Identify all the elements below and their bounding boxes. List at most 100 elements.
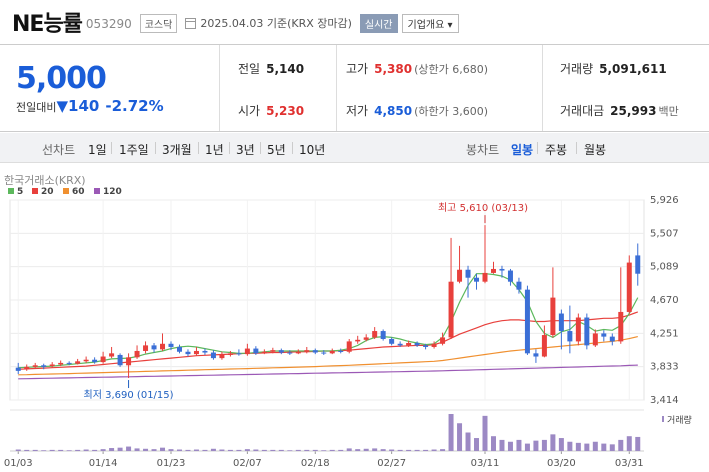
candle <box>253 348 259 354</box>
volume-bar <box>558 438 564 451</box>
volume-bar <box>584 443 590 451</box>
high-annotation: 최고 5,610 (03/13) <box>438 202 528 214</box>
change-percent: -2.72% <box>105 97 164 115</box>
volume-bar <box>134 448 140 451</box>
volume-bar <box>15 449 21 451</box>
candle <box>193 350 199 355</box>
divider <box>576 142 577 154</box>
legend-label: 5 <box>17 187 23 197</box>
volume-bar <box>304 449 310 451</box>
tab-3months[interactable]: 3개월 <box>162 143 192 157</box>
volume-bar <box>440 449 446 451</box>
company-overview-dropdown[interactable]: 기업개요 ▾ <box>401 13 459 33</box>
candle <box>295 351 301 354</box>
candle <box>244 348 250 355</box>
volume-bar <box>193 449 199 451</box>
y-tick-label: 3,414 <box>650 395 679 406</box>
candle <box>626 262 632 312</box>
ma60-line <box>18 336 638 376</box>
chart-tabs: 선차트 1일 1주일 3개월 1년 3년 5년 10년 봉차트 일봉 주봉 월봉 <box>0 133 709 163</box>
legend-swatch <box>8 188 14 194</box>
volume-bar <box>414 449 420 451</box>
volume-bar <box>160 447 166 451</box>
candle <box>75 361 81 364</box>
volume-bar <box>626 436 632 451</box>
volume-bar <box>397 449 403 451</box>
tab-10years[interactable]: 10년 <box>299 143 326 157</box>
candle <box>160 343 166 350</box>
volume-bar <box>465 432 471 451</box>
volume-bar <box>592 441 598 451</box>
candle <box>321 352 327 354</box>
x-tick-label: 02/18 <box>301 458 330 469</box>
volume-bar <box>168 449 174 451</box>
high-price: 고가 5,380 (상한가 6,680) <box>346 62 488 76</box>
tab-1week[interactable]: 1주일 <box>119 143 149 157</box>
volume-bar <box>372 448 378 451</box>
volume-bar <box>227 449 233 451</box>
candle <box>58 362 64 365</box>
volume-bar <box>253 449 259 451</box>
volume-bar <box>355 449 361 451</box>
candle <box>185 351 191 355</box>
candle <box>346 341 352 352</box>
volume-bar <box>176 449 182 451</box>
candle <box>380 331 386 340</box>
tab-3years[interactable]: 3년 <box>236 143 255 157</box>
volume-bar <box>24 449 30 451</box>
price-box: 5,000 전일대비▼140 -2.72% <box>0 45 220 131</box>
low-price: 저가 4,850 (하한가 3,600) <box>346 104 488 118</box>
volume-bar <box>312 449 318 451</box>
stock-name: NE능률 <box>12 12 83 37</box>
tab-monthly[interactable]: 월봉 <box>584 143 607 157</box>
candle <box>601 333 607 337</box>
legend-label: 120 <box>103 187 122 197</box>
realtime-button[interactable]: 실시간 <box>359 13 398 33</box>
price-change: 전일대비▼140 -2.72% <box>16 97 164 115</box>
candle <box>490 268 496 273</box>
candle <box>592 333 598 346</box>
candle <box>176 346 182 352</box>
tab-5years[interactable]: 5년 <box>267 143 286 157</box>
candle <box>109 353 115 357</box>
tab-1day[interactable]: 1일 <box>88 143 107 157</box>
volume-bar <box>109 448 115 451</box>
volume-bar <box>329 449 335 451</box>
tab-weekly[interactable]: 주봉 <box>545 143 568 157</box>
stock-code: 053290 <box>85 17 132 31</box>
volume-bar <box>609 444 615 451</box>
x-tick-label: 01/23 <box>157 458 186 469</box>
tab-daily[interactable]: 일봉 <box>511 143 534 157</box>
candle <box>406 342 412 346</box>
candle <box>457 269 463 282</box>
candle <box>448 281 454 338</box>
candle <box>575 317 581 342</box>
candle <box>550 297 556 336</box>
stock-chart[interactable]: 한국거래소(KRX)5 20 60 120 5,926 5,507 5,089 4,670 4,… <box>0 170 709 472</box>
candle <box>287 352 293 354</box>
volume-bar <box>219 449 225 451</box>
volume-bar <box>601 443 607 451</box>
candle <box>151 345 157 350</box>
volume-bar <box>210 448 216 451</box>
candle <box>516 281 522 290</box>
divider <box>229 142 230 154</box>
volume-bar <box>363 448 369 451</box>
x-tick-label: 01/03 <box>4 458 33 469</box>
candle <box>609 336 615 342</box>
divider <box>292 142 293 154</box>
volume-bar <box>474 438 480 451</box>
volume-bar <box>270 449 276 451</box>
change-value: ▼140 <box>56 97 100 115</box>
candle-chart-label: 봉차트 <box>466 143 500 157</box>
volume-bar <box>406 449 412 451</box>
volume-bar <box>499 439 505 451</box>
volume-bar <box>380 449 386 451</box>
volume-bar <box>126 446 132 451</box>
candle <box>363 337 369 340</box>
x-tick-label: 02/27 <box>377 458 406 469</box>
tab-1year[interactable]: 1년 <box>205 143 224 157</box>
candle <box>397 343 403 346</box>
divider <box>198 142 199 154</box>
volume-bar <box>143 448 149 451</box>
